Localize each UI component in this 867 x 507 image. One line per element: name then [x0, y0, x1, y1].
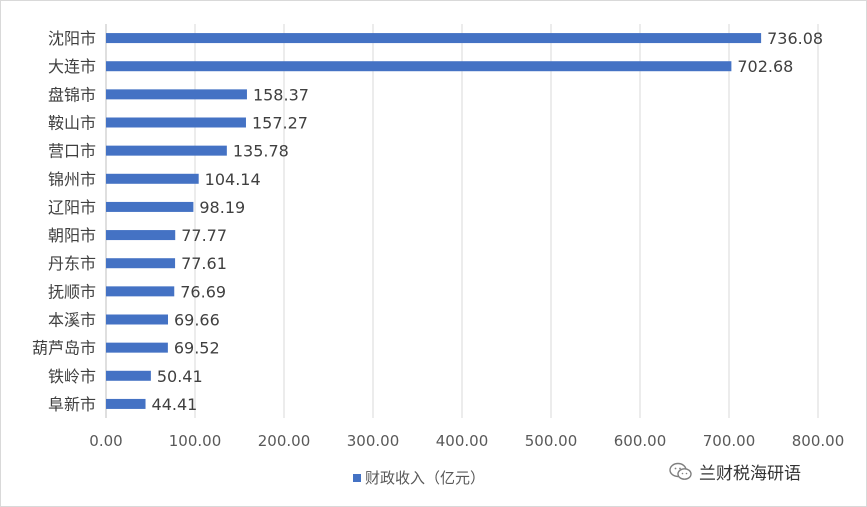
category-label: 营口市	[48, 142, 96, 161]
x-tick-label: 300.00	[347, 432, 400, 450]
bar	[106, 201, 194, 212]
bar	[106, 314, 168, 325]
data-label: 69.66	[174, 311, 220, 330]
x-tick-label: 600.00	[614, 432, 667, 450]
bar	[106, 342, 168, 353]
category-label: 盘锦市	[48, 85, 96, 104]
data-label: 702.68	[737, 57, 793, 76]
x-tick-label: 500.00	[525, 432, 578, 450]
data-label: 157.27	[252, 114, 308, 133]
category-label: 朝阳市	[48, 226, 96, 245]
category-label: 丹东市	[48, 254, 96, 273]
bar	[106, 117, 246, 128]
data-label: 158.37	[253, 85, 309, 104]
category-label: 抚顺市	[48, 282, 96, 301]
bar	[106, 89, 247, 100]
category-label: 本溪市	[48, 311, 96, 330]
bar	[106, 230, 176, 241]
legend: 财政收入（亿元）	[353, 467, 485, 488]
x-tick-label: 200.00	[258, 432, 311, 450]
x-tick-label: 0.00	[89, 432, 122, 450]
category-label: 阜新市	[48, 395, 96, 414]
bar	[106, 61, 732, 72]
x-tick-label: 100.00	[169, 432, 222, 450]
bar	[106, 33, 762, 44]
data-label: 44.41	[152, 395, 198, 414]
x-tick-label: 800.00	[792, 432, 845, 450]
legend-label: 财政收入（亿元）	[365, 469, 486, 487]
data-label: 736.08	[767, 29, 823, 48]
x-tick-label: 400.00	[436, 432, 489, 450]
data-label: 77.77	[181, 226, 227, 245]
bar	[106, 286, 175, 297]
category-label: 葫芦岛市	[32, 339, 96, 358]
bar	[106, 173, 199, 184]
legend-swatch	[353, 473, 361, 482]
bar	[106, 145, 227, 156]
bar	[106, 370, 151, 381]
x-tick-label: 700.00	[703, 432, 756, 450]
wechat-icon	[669, 462, 692, 480]
bar	[106, 258, 176, 269]
data-label: 104.14	[205, 170, 261, 189]
category-label: 锦州市	[48, 170, 96, 189]
category-label: 辽阳市	[48, 198, 96, 217]
data-label: 50.41	[157, 367, 203, 386]
category-label: 铁岭市	[48, 367, 96, 386]
data-label: 77.61	[181, 254, 227, 273]
data-label: 69.52	[174, 339, 220, 358]
data-label: 98.19	[199, 198, 245, 217]
data-label: 135.78	[233, 142, 289, 161]
watermark-text: 兰财税海研语	[699, 464, 801, 484]
watermark: 兰财税海研语	[669, 459, 801, 484]
category-label: 鞍山市	[48, 114, 96, 133]
category-label: 大连市	[48, 57, 96, 76]
category-label: 沈阳市	[48, 29, 96, 48]
data-label: 76.69	[180, 282, 226, 301]
bar	[106, 398, 146, 409]
